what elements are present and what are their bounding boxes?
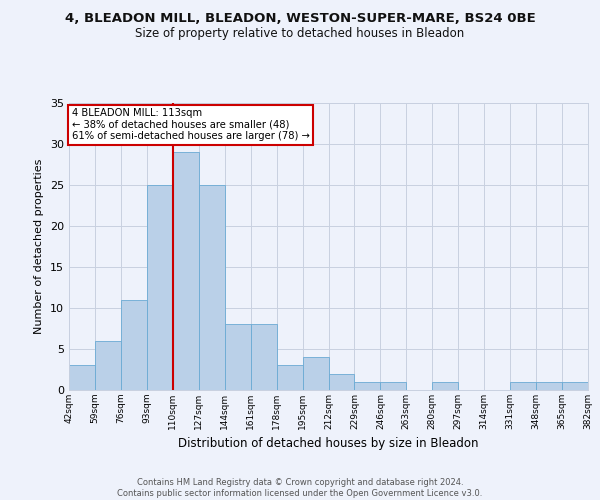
Bar	[277, 366, 302, 390]
Bar	[69, 366, 95, 390]
X-axis label: Distribution of detached houses by size in Bleadon: Distribution of detached houses by size …	[178, 438, 479, 450]
Bar	[433, 382, 458, 390]
Text: 4, BLEADON MILL, BLEADON, WESTON-SUPER-MARE, BS24 0BE: 4, BLEADON MILL, BLEADON, WESTON-SUPER-M…	[65, 12, 535, 26]
Bar	[95, 340, 121, 390]
Bar	[147, 184, 173, 390]
Bar	[251, 324, 277, 390]
Bar	[510, 382, 536, 390]
Bar	[562, 382, 588, 390]
Bar	[355, 382, 380, 390]
Bar	[302, 357, 329, 390]
Text: Size of property relative to detached houses in Bleadon: Size of property relative to detached ho…	[136, 28, 464, 40]
Bar	[173, 152, 199, 390]
Bar	[199, 184, 224, 390]
Bar	[225, 324, 251, 390]
Text: Contains HM Land Registry data © Crown copyright and database right 2024.
Contai: Contains HM Land Registry data © Crown c…	[118, 478, 482, 498]
Text: 4 BLEADON MILL: 113sqm
← 38% of detached houses are smaller (48)
61% of semi-det: 4 BLEADON MILL: 113sqm ← 38% of detached…	[71, 108, 310, 142]
Bar	[121, 300, 147, 390]
Bar	[380, 382, 406, 390]
Bar	[536, 382, 562, 390]
Y-axis label: Number of detached properties: Number of detached properties	[34, 158, 44, 334]
Bar	[329, 374, 355, 390]
